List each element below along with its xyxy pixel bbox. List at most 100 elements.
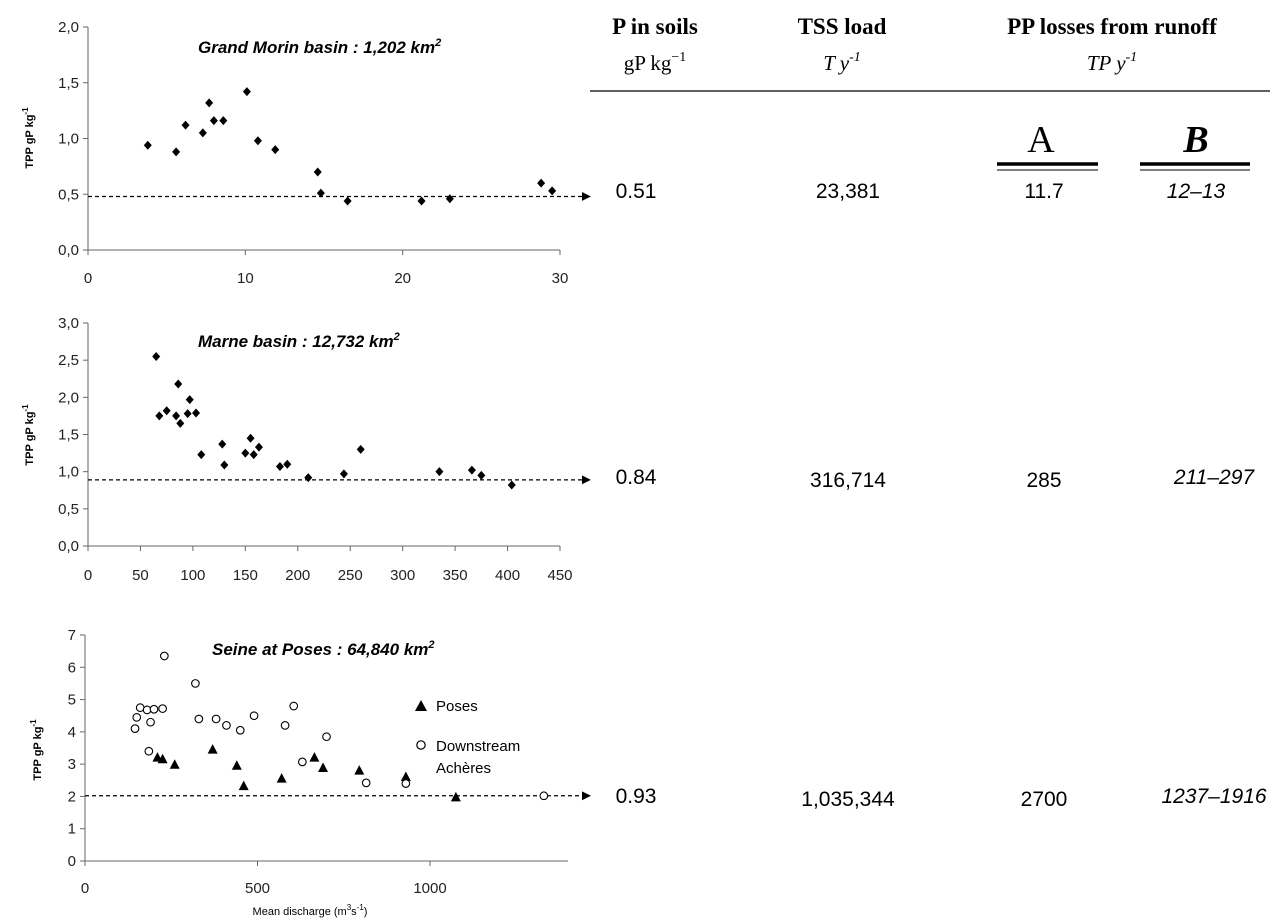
y-tick-label: 2,0 — [58, 389, 79, 406]
data-point-diamond — [343, 196, 352, 206]
y-tick-label: 3,0 — [58, 315, 79, 332]
data-point-circle — [158, 704, 167, 713]
data-point-circle — [144, 746, 154, 756]
cell-tss: 23,381 — [816, 180, 880, 203]
y-tick-label: 1 — [68, 821, 76, 838]
data-point-diamond — [275, 461, 284, 471]
x-tick-label: 100 — [180, 567, 205, 584]
data-point-circle — [322, 732, 331, 742]
y-tick-label: 5 — [68, 692, 76, 709]
header-pp-losses: PP losses from runoff — [1007, 14, 1217, 39]
data-point-diamond — [548, 186, 557, 196]
data-point-diamond — [477, 470, 486, 480]
data-point-circle — [539, 791, 549, 801]
legend-poses-label: Poses — [436, 698, 478, 715]
data-point-diamond — [218, 439, 227, 449]
data-point-diamond — [253, 136, 262, 146]
data-point-diamond — [507, 480, 516, 490]
chart-title-seine: Seine at Poses : 64,840 km2 — [212, 639, 435, 659]
data-point-diamond — [172, 411, 181, 421]
cell-a: 11.7 — [1024, 180, 1063, 203]
data-point-diamond — [417, 196, 426, 206]
data-point-triangle — [450, 791, 461, 802]
data-point-circle — [249, 711, 259, 721]
cell-a: 2700 — [1021, 788, 1068, 811]
x-tick-label: 200 — [285, 567, 310, 584]
y-tick-label: 1,0 — [58, 464, 79, 481]
data-point-diamond — [205, 98, 214, 108]
data-point-diamond — [445, 194, 454, 204]
data-point-triangle — [354, 765, 365, 775]
data-point-diamond — [242, 87, 251, 97]
table-header: P in soils gP kg−1 TSS load T y-1 PP los… — [590, 14, 1270, 92]
y-tick-label: 3 — [68, 756, 76, 773]
data-point-circle — [211, 714, 221, 724]
y-tick-label: 4 — [68, 724, 76, 741]
data-point-diamond — [183, 409, 192, 419]
data-point-triangle — [400, 771, 411, 782]
data-point-diamond — [467, 465, 476, 475]
data-point-circle — [191, 679, 200, 688]
data-point-diamond — [304, 473, 313, 483]
legend-downstream-label-line1: Downstream — [436, 738, 520, 755]
data-point-circle — [194, 714, 204, 724]
data-point-diamond — [356, 444, 365, 454]
y-tick-label: 0,0 — [58, 538, 79, 555]
cell-tss: 316,714 — [810, 469, 886, 492]
data-point-diamond — [219, 116, 228, 126]
data-point-diamond — [198, 128, 207, 138]
y-axis-label-seine: TPP gP kg-1 — [29, 719, 44, 781]
x-tick-label: 150 — [233, 567, 258, 584]
data-point-triangle — [207, 744, 218, 754]
data-point-diamond — [220, 460, 229, 470]
y-tick-label: 0,5 — [58, 501, 79, 518]
data-point-diamond — [254, 442, 263, 452]
data-point-diamond — [316, 188, 325, 198]
x-tick-label: 10 — [237, 270, 254, 287]
cell-b: 12–13 — [1167, 180, 1226, 203]
data-point-diamond — [143, 140, 152, 150]
cell-tss: 1,035,344 — [801, 788, 895, 811]
x-axis-label-seine: Mean discharge (m3s-1) — [253, 903, 368, 918]
y-tick-label: 2,5 — [58, 352, 79, 369]
data-point-circle — [298, 757, 307, 767]
data-point-diamond — [209, 116, 218, 126]
cell-p-soils: 0.93 — [616, 785, 657, 808]
data-point-triangle — [157, 753, 168, 764]
cell-a: 285 — [1026, 469, 1061, 492]
table-row-seine: 0.93 1,035,344 2700 1237–1916 — [616, 785, 1267, 811]
data-point-diamond — [197, 450, 206, 460]
column-a-label: A — [1027, 119, 1055, 161]
x-tick-label: 350 — [443, 567, 468, 584]
cell-p-soils: 0.51 — [616, 180, 657, 203]
data-point-circle — [401, 779, 411, 788]
data-point-diamond — [271, 145, 280, 155]
data-point-diamond — [162, 406, 171, 416]
marne-chart: 0,0 0,5 1,0 1,5 2,0 2,5 3,0 0 50 100 150 200 250 300 3… — [58, 315, 591, 584]
data-point-diamond — [174, 379, 183, 389]
grand-morin-chart: 0,0 0,5 1,0 1,5 2,0 0 10 20 30 — [58, 19, 591, 287]
y-tick-label: 0 — [68, 853, 76, 870]
data-point-circle — [130, 724, 140, 733]
data-point-diamond — [246, 433, 255, 443]
data-point-triangle — [238, 780, 249, 791]
chart-title-marne: Marne basin : 12,732 km2 — [198, 331, 400, 351]
cell-b: 211–297 — [1173, 466, 1256, 489]
data-point-triangle — [318, 762, 329, 773]
y-tick-label: 2,0 — [58, 19, 79, 36]
data-point-triangle — [309, 752, 320, 762]
y-tick-label: 1,5 — [58, 427, 79, 444]
data-point-diamond — [155, 411, 164, 421]
legend-circle-marker — [416, 740, 426, 750]
data-point-diamond — [537, 178, 546, 188]
column-b-label: B — [1182, 119, 1208, 161]
y-tick-label: 0,5 — [58, 186, 79, 203]
data-point-diamond — [241, 448, 250, 458]
header-pp-unit: TP y-1 — [1087, 50, 1137, 75]
header-p-soils: P in soils — [612, 14, 698, 39]
y-axis-label-grand-morin: TPP gP kg-1 — [21, 107, 36, 169]
data-point-diamond — [249, 450, 258, 460]
y-tick-label: 7 — [68, 627, 76, 644]
x-tick-label: 0 — [84, 270, 92, 287]
